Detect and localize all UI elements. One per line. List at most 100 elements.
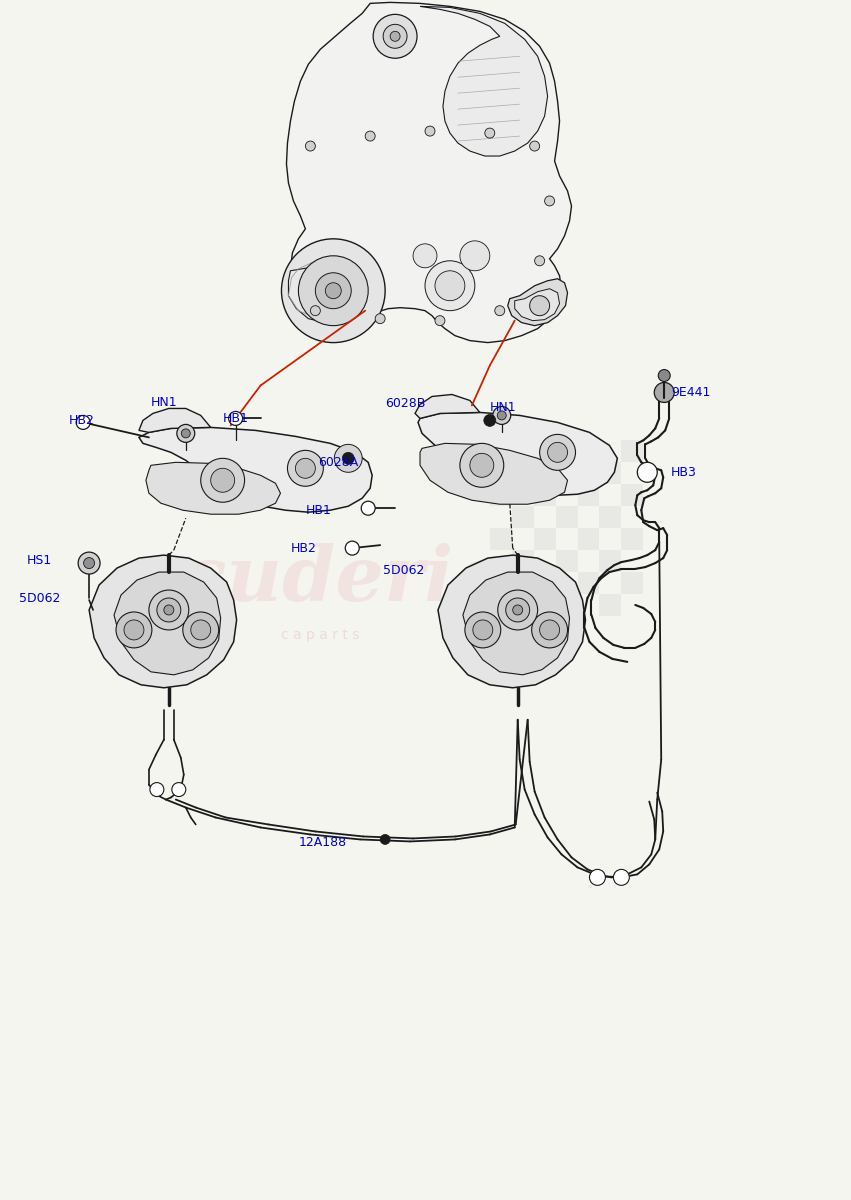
Bar — [511, 550, 534, 572]
Bar — [599, 462, 621, 485]
Circle shape — [361, 502, 375, 515]
Circle shape — [365, 131, 375, 142]
Circle shape — [529, 142, 540, 151]
Bar — [534, 440, 556, 462]
Circle shape — [460, 241, 490, 271]
Bar — [599, 550, 621, 572]
Text: 5D062: 5D062 — [383, 564, 425, 576]
Circle shape — [299, 256, 368, 325]
Polygon shape — [515, 289, 560, 320]
Bar — [556, 594, 578, 616]
Circle shape — [470, 454, 494, 478]
Circle shape — [529, 295, 550, 316]
Circle shape — [512, 605, 523, 614]
Bar — [621, 485, 643, 506]
Circle shape — [484, 414, 496, 426]
Circle shape — [375, 313, 386, 324]
Bar — [534, 572, 556, 594]
Circle shape — [311, 306, 320, 316]
Circle shape — [532, 612, 568, 648]
Circle shape — [229, 412, 243, 426]
Bar — [599, 506, 621, 528]
Circle shape — [485, 415, 494, 426]
Circle shape — [211, 468, 235, 492]
Circle shape — [460, 443, 504, 487]
Bar — [621, 440, 643, 462]
Circle shape — [172, 782, 186, 797]
Circle shape — [637, 462, 657, 482]
Circle shape — [390, 31, 400, 41]
Text: 6028A: 6028A — [318, 456, 358, 469]
Text: HB1: HB1 — [223, 412, 248, 425]
Bar — [534, 485, 556, 506]
Bar — [511, 594, 534, 616]
Bar — [578, 485, 599, 506]
Circle shape — [343, 454, 353, 463]
Circle shape — [201, 458, 244, 503]
Text: 9E441: 9E441 — [671, 386, 711, 398]
Circle shape — [658, 370, 671, 382]
Circle shape — [374, 14, 417, 59]
Polygon shape — [415, 395, 480, 419]
Circle shape — [465, 612, 500, 648]
Text: HB2: HB2 — [290, 541, 317, 554]
Circle shape — [547, 443, 568, 462]
Circle shape — [181, 428, 191, 438]
Circle shape — [540, 620, 560, 640]
Circle shape — [497, 410, 506, 420]
Circle shape — [435, 271, 465, 301]
Text: c a p a r t s: c a p a r t s — [281, 628, 359, 642]
Circle shape — [473, 620, 493, 640]
Polygon shape — [139, 408, 211, 432]
Circle shape — [505, 598, 529, 622]
Circle shape — [177, 425, 195, 443]
Bar — [578, 440, 599, 462]
Circle shape — [342, 452, 354, 464]
Text: HB2: HB2 — [69, 414, 95, 427]
Bar — [599, 594, 621, 616]
Bar — [490, 572, 511, 594]
Circle shape — [614, 869, 630, 886]
Circle shape — [498, 590, 538, 630]
Polygon shape — [146, 462, 281, 514]
Bar — [534, 528, 556, 550]
Bar — [511, 462, 534, 485]
Polygon shape — [438, 556, 585, 688]
Circle shape — [76, 415, 90, 430]
Circle shape — [590, 869, 605, 886]
Circle shape — [654, 383, 674, 402]
Circle shape — [485, 128, 494, 138]
Bar — [621, 528, 643, 550]
Circle shape — [149, 590, 189, 630]
Text: HB1: HB1 — [306, 504, 331, 517]
Text: HN1: HN1 — [490, 401, 517, 414]
Circle shape — [346, 541, 359, 556]
Circle shape — [540, 434, 575, 470]
Circle shape — [157, 598, 180, 622]
Circle shape — [334, 444, 363, 473]
Circle shape — [288, 450, 323, 486]
Bar — [556, 550, 578, 572]
Polygon shape — [463, 572, 569, 674]
Text: HS1: HS1 — [26, 553, 52, 566]
Circle shape — [425, 260, 475, 311]
Polygon shape — [139, 427, 372, 512]
Polygon shape — [288, 265, 360, 323]
Polygon shape — [420, 6, 547, 156]
Circle shape — [383, 24, 407, 48]
Bar — [556, 462, 578, 485]
Circle shape — [545, 196, 555, 206]
Circle shape — [380, 834, 390, 845]
Circle shape — [306, 142, 316, 151]
Text: 5D062: 5D062 — [20, 592, 60, 605]
Bar — [490, 440, 511, 462]
Bar — [621, 572, 643, 594]
Circle shape — [413, 244, 437, 268]
Circle shape — [282, 239, 386, 342]
Polygon shape — [420, 443, 568, 504]
Polygon shape — [89, 556, 237, 688]
Polygon shape — [508, 278, 568, 325]
Circle shape — [316, 272, 351, 308]
Circle shape — [295, 458, 316, 479]
Text: 12A188: 12A188 — [299, 836, 346, 848]
